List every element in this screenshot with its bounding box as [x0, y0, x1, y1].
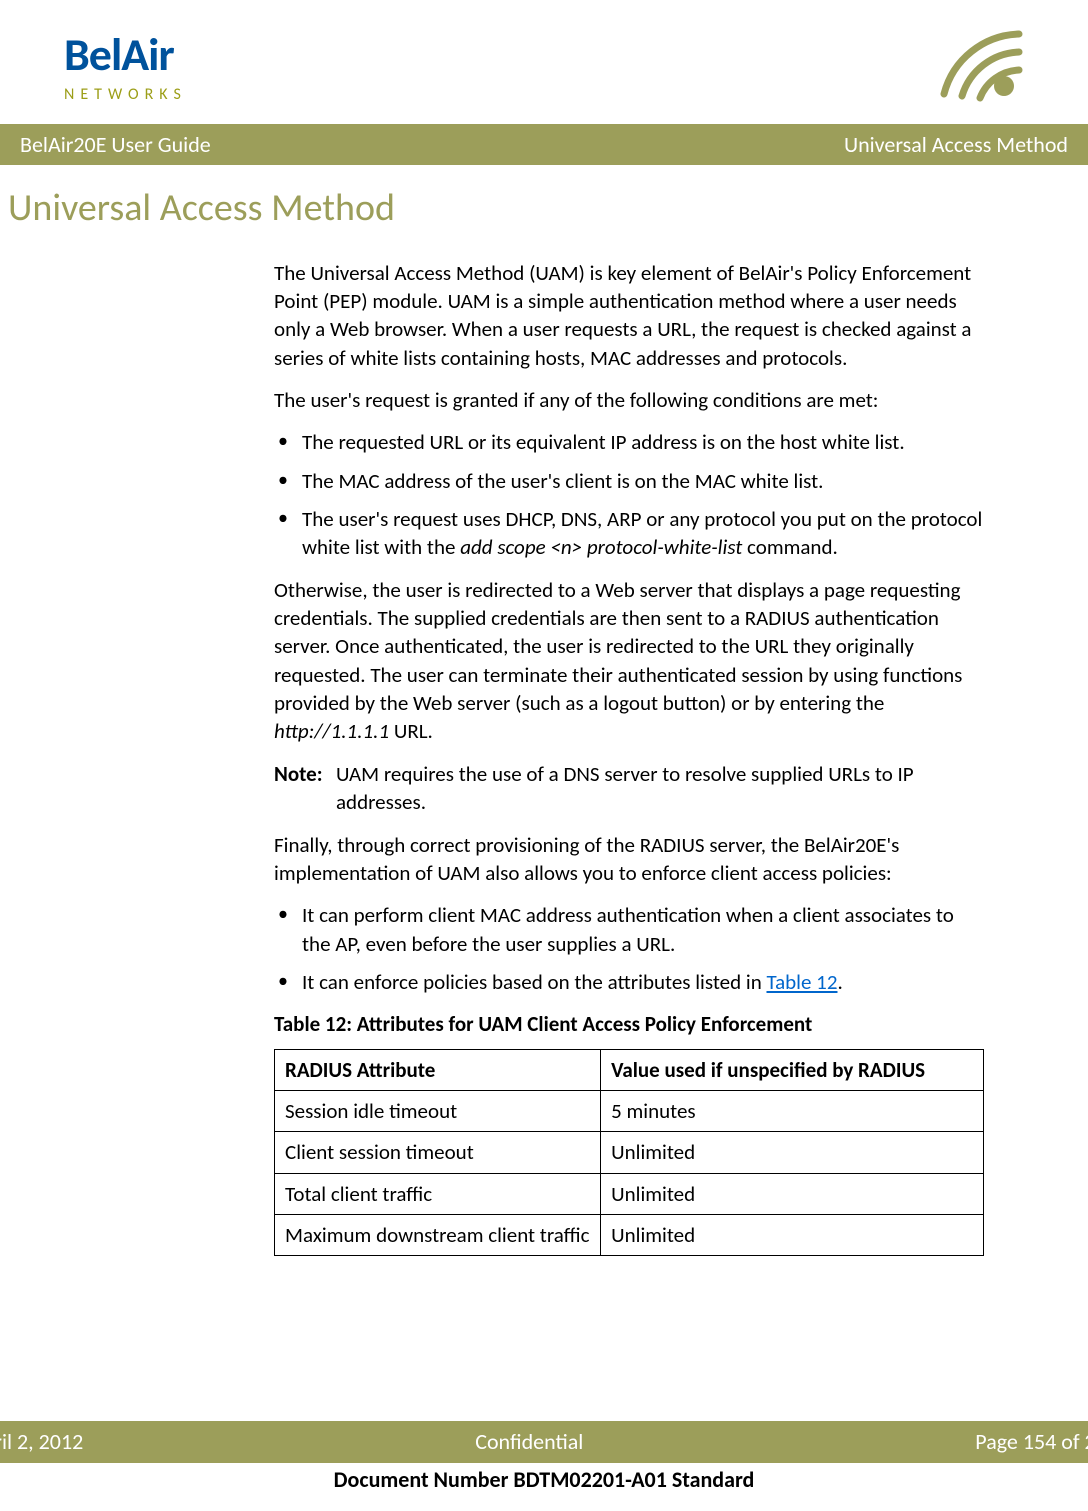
table-row: Client session timeoutUnlimited	[275, 1132, 984, 1173]
bottombar-center: Confidential	[475, 1427, 583, 1457]
table-cell: Client session timeout	[275, 1132, 601, 1173]
table-cell: Maximum downstream client traffic	[275, 1214, 601, 1255]
table-cell: Session idle timeout	[275, 1090, 601, 1131]
list-item: It can perform client MAC address authen…	[274, 901, 984, 958]
attributes-table: RADIUS Attribute Value used if unspecifi…	[274, 1049, 984, 1257]
granted-lead: The user's request is granted if any of …	[274, 386, 984, 414]
logo-part-air: Air	[121, 24, 174, 86]
intro-paragraph: The Universal Access Method (UAM) is key…	[274, 259, 984, 372]
list-item: The requested URL or its equivalent IP a…	[274, 428, 984, 456]
topbar-right: Universal Access Method	[844, 130, 1068, 160]
table-cell: Unlimited	[601, 1132, 984, 1173]
list-item: The MAC address of the user's client is …	[274, 467, 984, 495]
arc-icon	[924, 24, 1024, 104]
table-header-row: RADIUS Attribute Value used if unspecifi…	[275, 1049, 984, 1090]
list-item: It can enforce policies based on the att…	[274, 968, 984, 996]
finally-paragraph: Finally, through correct provisioning of…	[274, 831, 984, 888]
top-bar: BelAir20E User Guide Universal Access Me…	[0, 124, 1088, 166]
table-header: RADIUS Attribute	[275, 1049, 601, 1090]
brand-logo: BelAir NETWORKS	[64, 24, 187, 106]
table-link[interactable]: Table 12	[766, 969, 837, 995]
document-number: Document Number BDTM02201-A01 Standard	[0, 1465, 1088, 1495]
bottombar-left: April 2, 2012	[0, 1427, 83, 1457]
policy-list: It can perform client MAC address authen…	[274, 901, 984, 996]
table-cell: Unlimited	[601, 1173, 984, 1214]
granted-list: The requested URL or its equivalent IP a…	[274, 428, 984, 561]
body-content: The Universal Access Method (UAM) is key…	[274, 259, 984, 1257]
table-cell: Unlimited	[601, 1214, 984, 1255]
page-title: Universal Access Method	[8, 183, 1024, 234]
page-header: BelAir NETWORKS	[64, 24, 1024, 106]
logo-belair-text: BelAir	[64, 24, 187, 86]
table-header: Value used if unspecified by RADIUS	[601, 1049, 984, 1090]
table-cell: Total client traffic	[275, 1173, 601, 1214]
note-label: Note:	[274, 760, 336, 817]
table-caption: Table 12: Attributes for UAM Client Acce…	[274, 1010, 984, 1038]
topbar-left: BelAir20E User Guide	[20, 130, 211, 160]
logo-part-bel: Bel	[64, 24, 121, 86]
bottombar-right: Page 154 of 255	[975, 1427, 1088, 1457]
list-item: The user's request uses DHCP, DNS, ARP o…	[274, 505, 984, 562]
table-row: Maximum downstream client trafficUnlimit…	[275, 1214, 984, 1255]
note-block: Note: UAM requires the use of a DNS serv…	[274, 760, 984, 817]
table-cell: 5 minutes	[601, 1090, 984, 1131]
table-row: Session idle timeout5 minutes	[275, 1090, 984, 1131]
otherwise-paragraph: Otherwise, the user is redirected to a W…	[274, 576, 984, 746]
bottom-bar: April 2, 2012 Confidential Page 154 of 2…	[0, 1421, 1088, 1463]
note-body: UAM requires the use of a DNS server to …	[336, 760, 984, 817]
table-row: Total client trafficUnlimited	[275, 1173, 984, 1214]
logo-networks-text: NETWORKS	[64, 84, 187, 106]
